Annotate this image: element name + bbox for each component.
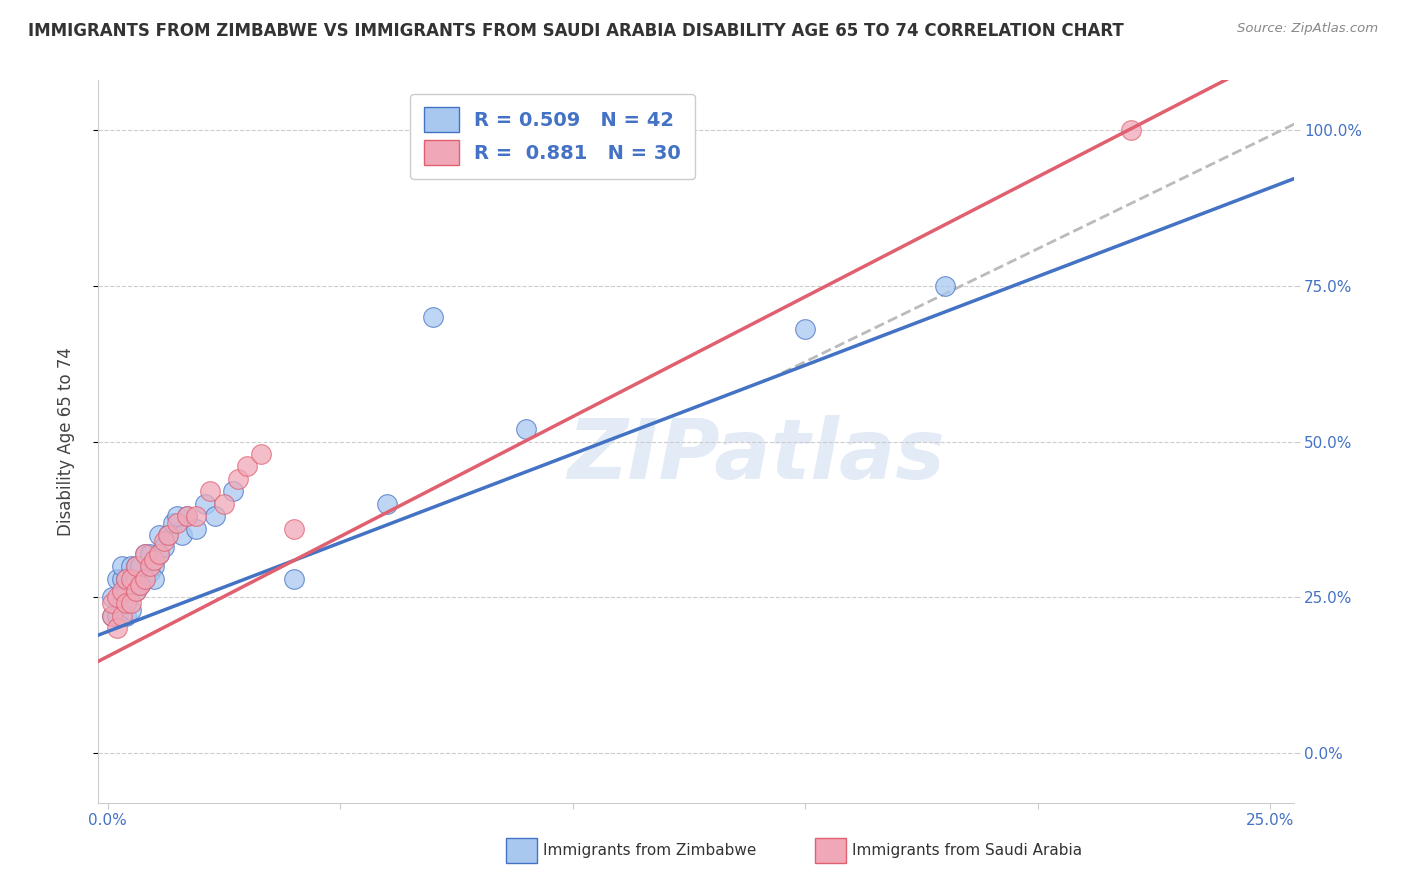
Point	[115, 584, 138, 599]
Point	[166, 516, 188, 530]
Point	[152, 541, 174, 555]
Point	[934, 278, 956, 293]
Point	[120, 578, 142, 592]
Point	[111, 572, 134, 586]
Point	[129, 578, 152, 592]
Point	[194, 497, 217, 511]
Text: ZIPatlas: ZIPatlas	[567, 416, 945, 497]
Text: Source: ZipAtlas.com: Source: ZipAtlas.com	[1237, 22, 1378, 36]
Point	[250, 447, 273, 461]
Point	[236, 459, 259, 474]
Point	[111, 559, 134, 574]
Point	[101, 609, 124, 624]
Point	[138, 559, 160, 574]
Point	[515, 422, 537, 436]
Text: IMMIGRANTS FROM ZIMBABWE VS IMMIGRANTS FROM SAUDI ARABIA DISABILITY AGE 65 TO 74: IMMIGRANTS FROM ZIMBABWE VS IMMIGRANTS F…	[28, 22, 1123, 40]
Point	[115, 572, 138, 586]
Point	[157, 528, 180, 542]
Point	[184, 509, 207, 524]
Point	[172, 528, 194, 542]
Point	[148, 528, 170, 542]
Point	[129, 578, 152, 592]
Point	[101, 591, 124, 605]
Point	[111, 597, 134, 611]
Point	[115, 609, 138, 624]
Point	[162, 516, 184, 530]
Point	[105, 591, 128, 605]
Text: Immigrants from Saudi Arabia: Immigrants from Saudi Arabia	[852, 844, 1083, 858]
Point	[226, 472, 249, 486]
Point	[143, 572, 166, 586]
Point	[101, 597, 124, 611]
Point	[148, 547, 170, 561]
Point	[134, 547, 156, 561]
Y-axis label: Disability Age 65 to 74: Disability Age 65 to 74	[56, 347, 75, 536]
Point	[111, 609, 134, 624]
Point	[105, 572, 128, 586]
Point	[283, 572, 305, 586]
Point	[375, 497, 398, 511]
Point	[422, 310, 444, 324]
Point	[134, 572, 156, 586]
Point	[134, 572, 156, 586]
Point	[176, 509, 198, 524]
Point	[283, 522, 305, 536]
Point	[105, 609, 128, 624]
Point	[176, 509, 198, 524]
Point	[115, 597, 138, 611]
Point	[794, 322, 817, 336]
Point	[124, 572, 146, 586]
Point	[120, 597, 142, 611]
Point	[115, 572, 138, 586]
Point	[105, 621, 128, 635]
Point	[157, 528, 180, 542]
Text: Immigrants from Zimbabwe: Immigrants from Zimbabwe	[543, 844, 756, 858]
Point	[120, 603, 142, 617]
Point	[124, 584, 146, 599]
Point	[143, 553, 166, 567]
Point	[138, 547, 160, 561]
Point	[184, 522, 207, 536]
Point	[198, 484, 221, 499]
Point	[120, 559, 142, 574]
Point	[111, 584, 134, 599]
Legend: R = 0.509   N = 42, R =  0.881   N = 30: R = 0.509 N = 42, R = 0.881 N = 30	[411, 94, 695, 178]
Point	[148, 547, 170, 561]
Point	[124, 559, 146, 574]
Point	[124, 584, 146, 599]
Point	[138, 566, 160, 580]
Point	[101, 609, 124, 624]
Point	[143, 559, 166, 574]
Point	[212, 497, 235, 511]
Point	[152, 534, 174, 549]
Point	[129, 559, 152, 574]
Point	[120, 572, 142, 586]
Point	[166, 509, 188, 524]
Point	[124, 559, 146, 574]
Point	[134, 547, 156, 561]
Point	[204, 509, 226, 524]
Point	[1119, 123, 1142, 137]
Point	[222, 484, 245, 499]
